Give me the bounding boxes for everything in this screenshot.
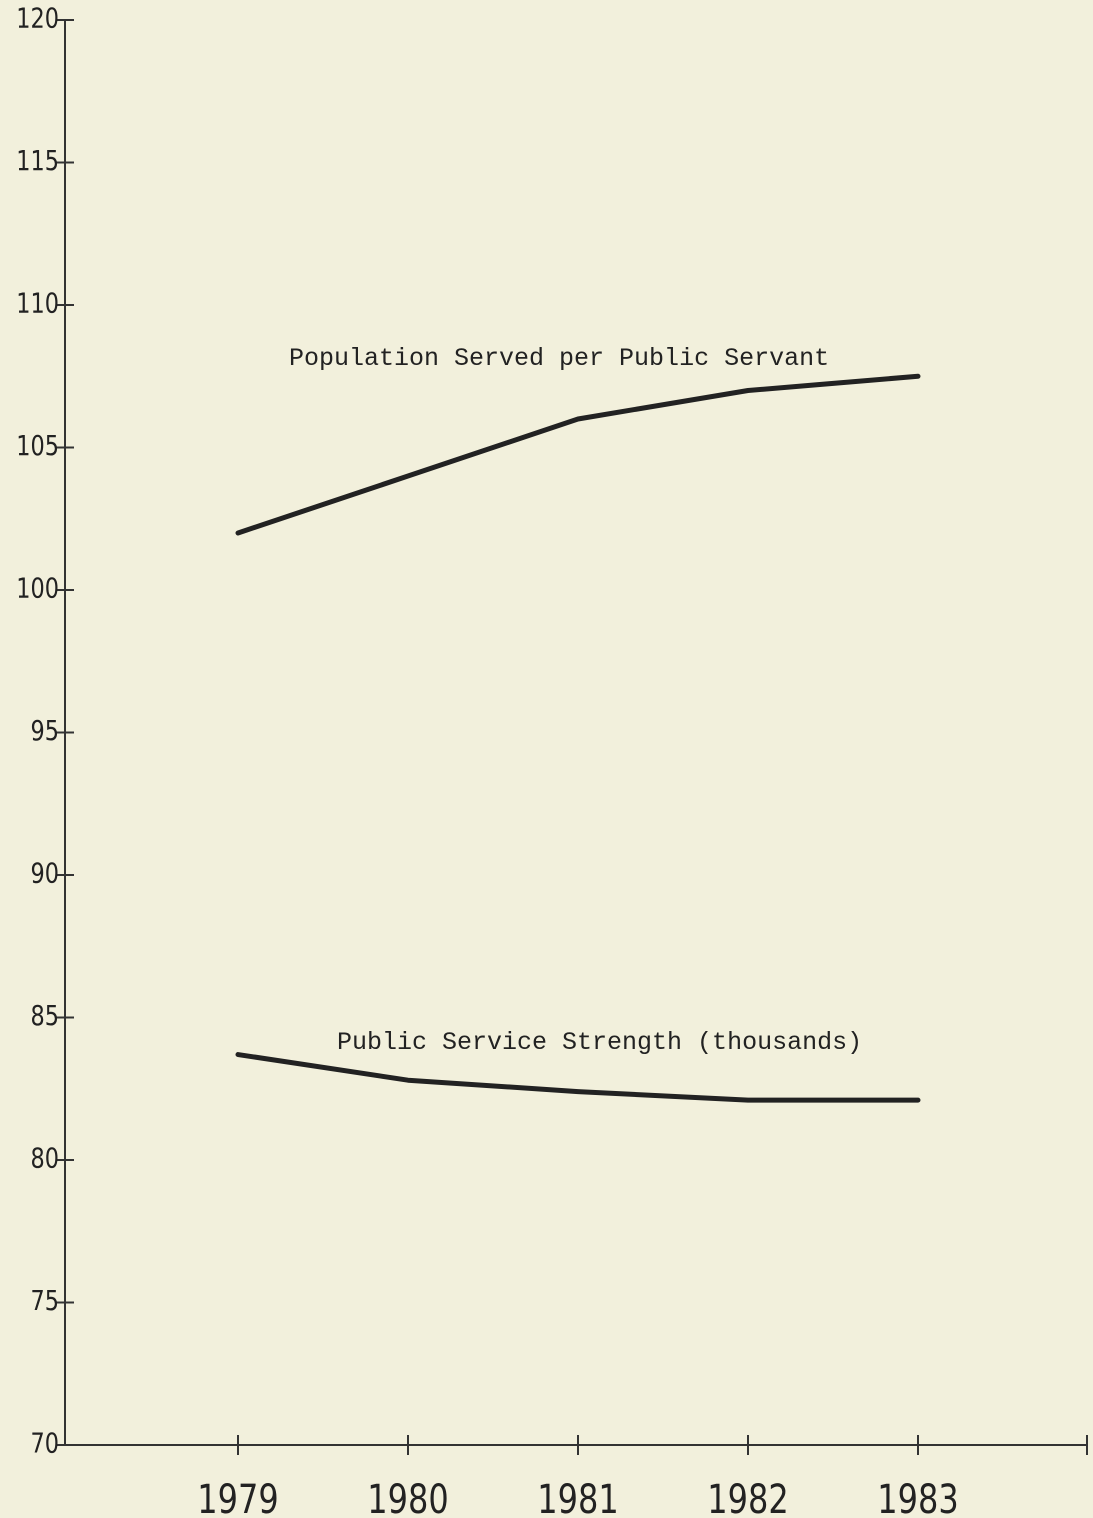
y-tick-label: 85 [31,999,59,1032]
x-tick-label: 1980 [367,1475,448,1518]
y-tick-label: 90 [31,856,59,889]
series-label: Public Service Strength (thousands) [337,1028,862,1057]
y-tick-label: 115 [16,144,59,177]
x-tick-label: 1983 [877,1475,958,1518]
y-tick-label: 100 [16,571,59,604]
y-tick-label: 70 [31,1426,59,1459]
y-tick-label: 95 [31,714,59,747]
series-line [235,1052,921,1103]
y-tick-label: 80 [31,1141,59,1174]
y-tick-label: 110 [16,286,59,319]
x-tick-label: 1979 [197,1475,278,1518]
y-tick-label: 105 [16,429,59,462]
y-tick-label: 120 [16,1,59,34]
y-tick-label: 75 [31,1284,59,1317]
series-label: Population Served per Public Servant [289,344,829,373]
x-tick-label: 1982 [707,1475,788,1518]
x-tick-label: 1981 [537,1475,618,1518]
series-line [235,373,921,536]
